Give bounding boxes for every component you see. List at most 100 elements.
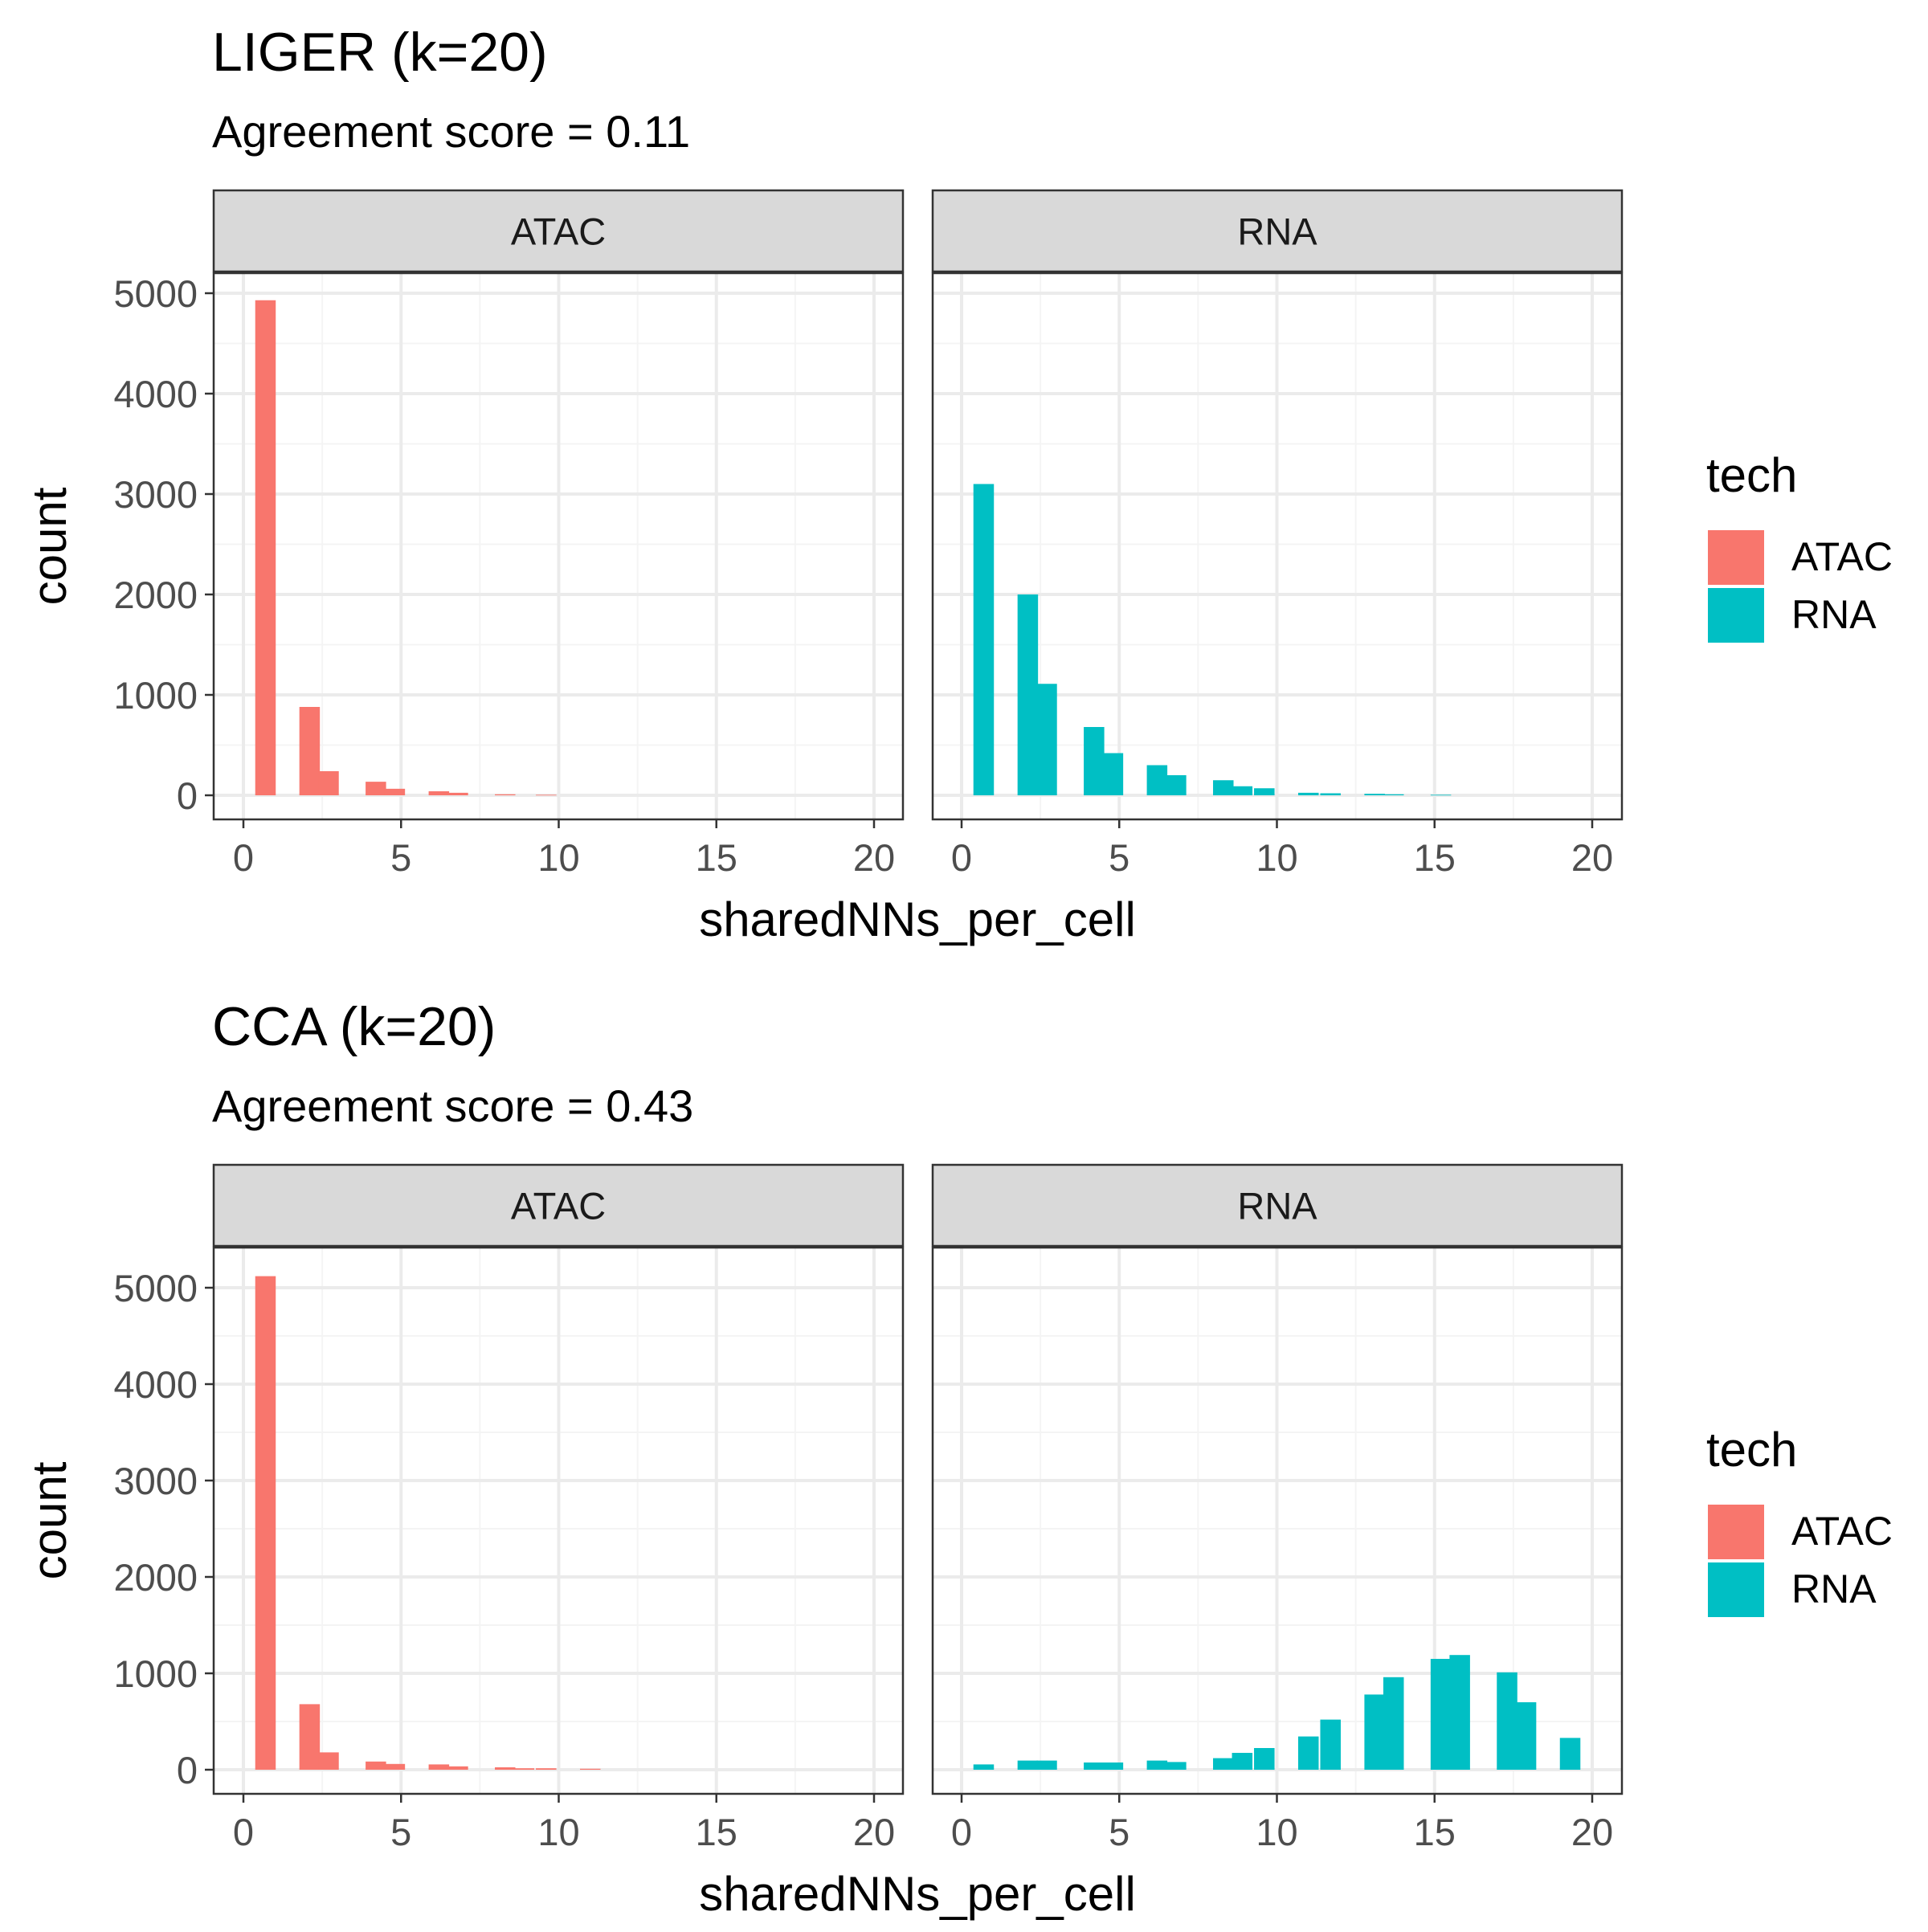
histogram-bar xyxy=(366,782,386,795)
histogram-bar xyxy=(1102,753,1124,795)
legend-key-rna xyxy=(1708,588,1764,643)
x-tick-label: 20 xyxy=(853,836,895,879)
histogram-bar xyxy=(384,1763,406,1770)
histogram-bar xyxy=(299,707,321,795)
y-tick-label: 2000 xyxy=(113,574,198,616)
histogram-bar xyxy=(1017,1760,1039,1770)
histogram-bar xyxy=(1084,727,1105,795)
histogram-bar xyxy=(428,1764,450,1770)
x-tick-label: 5 xyxy=(390,836,411,879)
y-tick-label: 4000 xyxy=(113,373,198,415)
histogram-bar xyxy=(318,1752,339,1770)
y-tick-label: 0 xyxy=(177,774,198,817)
x-tick-label: 20 xyxy=(853,1811,895,1853)
x-tick-label: 10 xyxy=(1256,1811,1297,1853)
chart-subtitle: Agreement score = 0.43 xyxy=(212,1080,693,1131)
histogram-bar xyxy=(1017,594,1039,795)
legend: tech ATAC RNA xyxy=(1706,448,1893,643)
x-tick-label: 15 xyxy=(1414,836,1456,879)
histogram-bar xyxy=(1084,1762,1105,1770)
facet-strip-label: ATAC xyxy=(511,1185,606,1227)
x-axis-title: sharedNNs_per_cell xyxy=(699,1867,1136,1921)
histogram-bar xyxy=(1166,1762,1187,1770)
histogram-bar xyxy=(1449,1655,1470,1770)
histogram-bar xyxy=(447,792,468,795)
chart-block: CCA (k=20) Agreement score = 0.43 ATAC 0 5 10… xyxy=(22,996,1893,1921)
histogram-bar xyxy=(1232,786,1253,795)
histogram-bar xyxy=(428,791,450,795)
histogram-bar xyxy=(495,794,516,795)
x-axis-title: sharedNNs_per_cell xyxy=(699,892,1136,946)
chart-subtitle: Agreement score = 0.11 xyxy=(212,106,690,157)
histogram-bar xyxy=(366,1761,386,1770)
histogram-bar xyxy=(1515,1702,1537,1770)
chart-block: LIGER (k=20) Agreement score = 0.11 ATAC 0 5… xyxy=(22,22,1893,946)
facet-strip xyxy=(931,189,1624,273)
legend-label: RNA xyxy=(1791,1566,1877,1611)
histogram-bar xyxy=(513,1768,535,1770)
histogram-bar xyxy=(1320,793,1341,795)
x-tick-label: 20 xyxy=(1571,836,1613,879)
legend-key-rna xyxy=(1708,1562,1764,1617)
y-axis-title: count xyxy=(22,1461,76,1579)
histogram-bar xyxy=(1254,1748,1275,1770)
chart-title: LIGER (k=20) xyxy=(212,22,548,83)
y-axis-title: count xyxy=(22,487,76,605)
y-tick-label: 5000 xyxy=(113,272,198,315)
histogram-bar xyxy=(318,771,339,795)
histogram-bar xyxy=(1430,1659,1452,1770)
legend: tech ATAC RNA xyxy=(1706,1423,1893,1617)
y-tick-label: 4000 xyxy=(113,1363,198,1406)
y-tick-label: 2000 xyxy=(113,1556,198,1599)
x-tick-label: 0 xyxy=(951,836,972,879)
facet-panel-rna: RNA 0 5 10 15 20 xyxy=(931,1163,1624,1853)
y-tick-label: 1000 xyxy=(113,674,198,717)
legend-title: tech xyxy=(1706,1423,1797,1477)
y-tick-label: 3000 xyxy=(113,1460,198,1502)
facet-panel-atac: ATAC 0 5 10 15 20 0 1000 2000 3000 4000 5000 xyxy=(113,1163,905,1853)
histogram-bar xyxy=(1213,1758,1234,1770)
x-tick-label: 10 xyxy=(537,836,579,879)
histogram-bar xyxy=(495,1767,516,1770)
histogram-bar xyxy=(1383,1677,1404,1770)
histogram-bar xyxy=(973,484,995,795)
x-tick-label: 20 xyxy=(1571,1811,1613,1853)
legend-key-atac xyxy=(1708,1505,1764,1559)
x-tick-label: 5 xyxy=(1109,836,1129,879)
histogram-bar xyxy=(1146,1760,1168,1770)
facet-strip-label: RNA xyxy=(1237,210,1317,253)
legend-key-atac xyxy=(1708,530,1764,585)
y-tick-label: 5000 xyxy=(113,1267,198,1309)
x-tick-label: 10 xyxy=(537,1811,579,1853)
legend-label: ATAC xyxy=(1791,1509,1893,1554)
y-tick-label: 0 xyxy=(177,1749,198,1791)
histogram-bar xyxy=(1254,788,1275,795)
histogram-bar xyxy=(255,1276,276,1770)
facet-strip xyxy=(212,189,905,273)
histogram-bar xyxy=(1102,1762,1124,1770)
x-tick-label: 0 xyxy=(233,1811,254,1853)
histogram-bar xyxy=(1166,775,1187,795)
histogram-bar xyxy=(536,1768,557,1770)
histogram-bar xyxy=(1232,1753,1253,1770)
x-tick-label: 15 xyxy=(1414,1811,1456,1853)
legend-label: ATAC xyxy=(1791,534,1893,579)
histogram-bar xyxy=(973,1764,995,1770)
histogram-bar xyxy=(447,1766,468,1770)
histogram-bar xyxy=(1430,794,1452,796)
facet-strip-label: ATAC xyxy=(511,210,606,253)
histogram-bar xyxy=(1036,1760,1057,1770)
histogram-bar xyxy=(1383,794,1404,795)
histogram-bar xyxy=(1036,684,1057,795)
facet-panel-rna: RNA 0 5 10 15 20 xyxy=(931,189,1624,879)
histogram-bar xyxy=(384,788,406,795)
facet-strip xyxy=(931,1163,1624,1248)
x-tick-label: 0 xyxy=(233,836,254,879)
facet-strip xyxy=(212,1163,905,1248)
histogram-bar xyxy=(1213,780,1234,795)
histogram-bar xyxy=(1364,1694,1385,1770)
x-tick-label: 15 xyxy=(696,836,737,879)
legend-label: RNA xyxy=(1791,592,1877,637)
